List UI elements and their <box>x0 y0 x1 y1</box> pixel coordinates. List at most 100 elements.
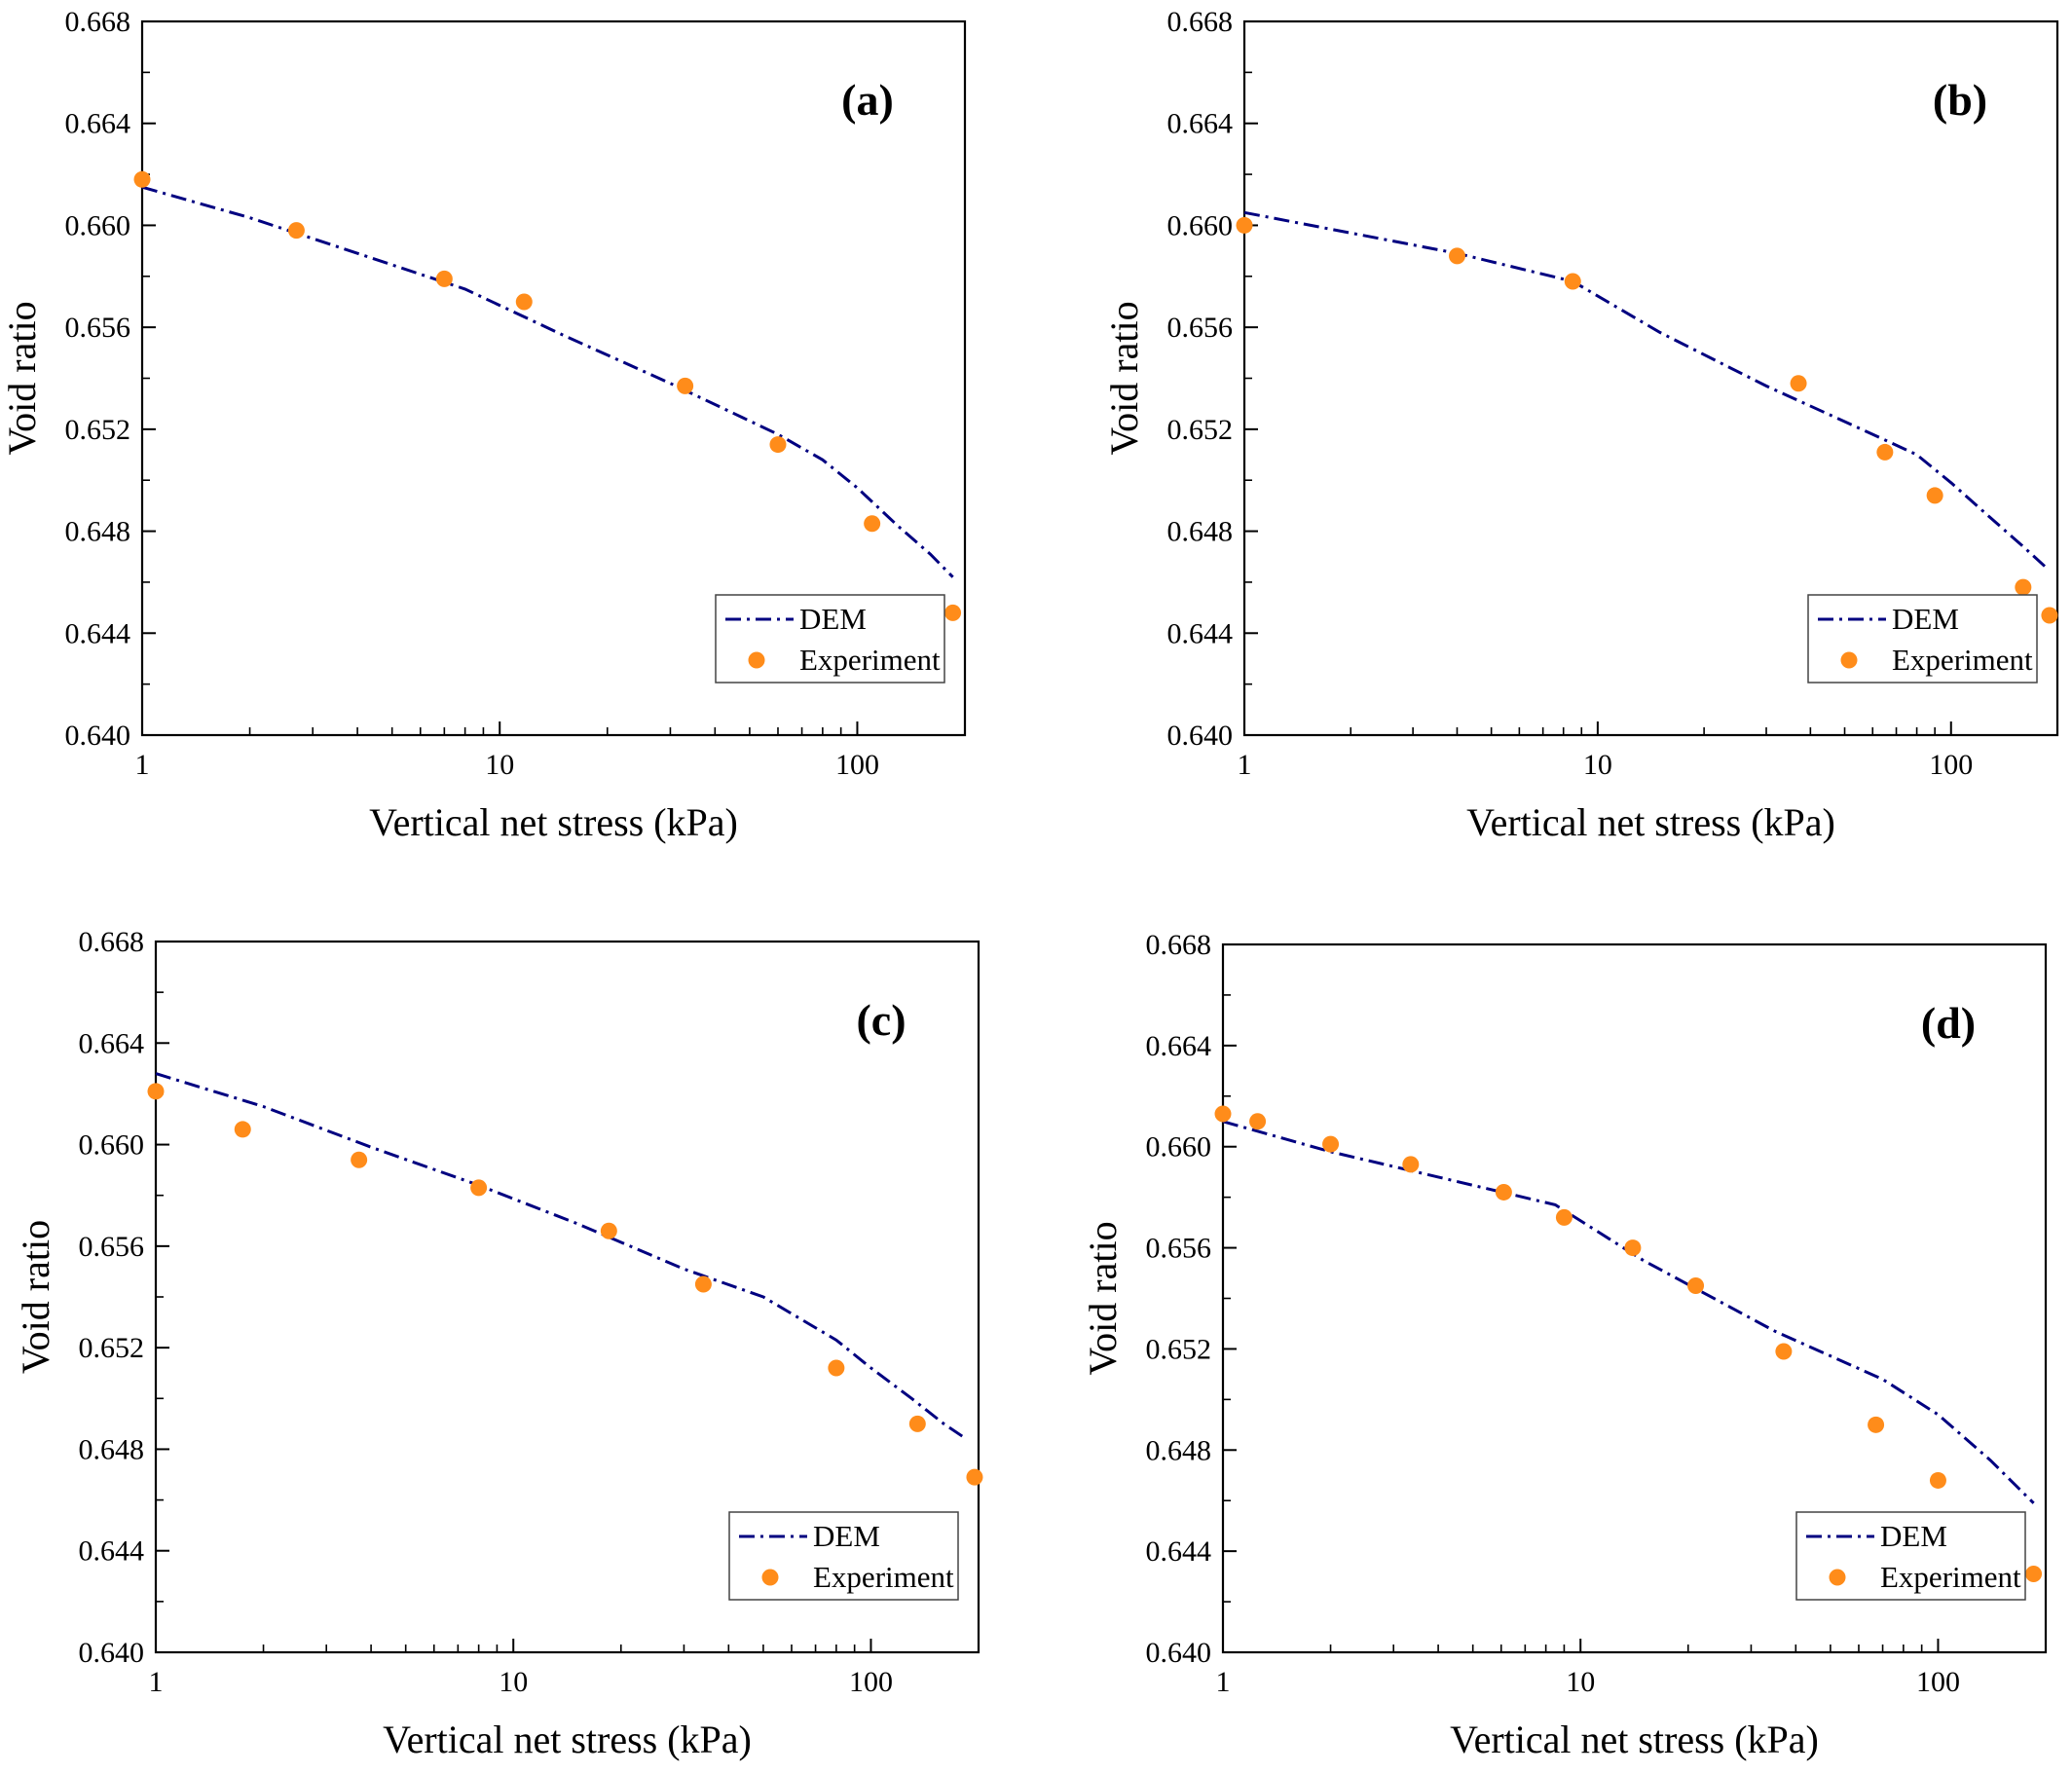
legend: DEM Experiment <box>728 1511 959 1601</box>
y-tick-label: 0.668 <box>1167 6 1234 38</box>
experiment-point <box>908 1415 926 1432</box>
panel-label: (b) <box>1933 75 1987 125</box>
experiment-point <box>1929 1471 1946 1489</box>
experiment-point <box>435 270 453 287</box>
experiment-point <box>470 1179 488 1197</box>
legend: DEM Experiment <box>715 594 945 684</box>
chart-panel-c: 1 10 100 0.640 0.644 0.648 0.652 0.656 0.660 0.66… <box>14 926 983 1761</box>
y-tick-label: 0.660 <box>1146 1131 1212 1164</box>
y-axis-title: Void ratio <box>14 1220 57 1374</box>
legend-experiment-swatch <box>1840 651 1858 669</box>
chart-panel-d: 1 10 100 0.640 0.644 0.648 0.652 0.656 0.660 0.66… <box>1081 929 2048 1761</box>
experiment-point <box>147 1083 165 1100</box>
y-tick-label: 0.648 <box>1167 516 1234 548</box>
y-tick-label: 0.640 <box>79 1637 145 1669</box>
experiment-point <box>944 604 962 621</box>
y-tick-label: 0.644 <box>79 1535 145 1568</box>
experiment-point <box>864 515 881 533</box>
y-tick-label: 0.660 <box>1167 209 1234 241</box>
experiment-point <box>1775 1343 1793 1360</box>
experiment-point <box>828 1359 845 1377</box>
x-tick-label: 1 <box>1238 749 1252 781</box>
experiment-point <box>351 1151 368 1168</box>
x-tick-label: 100 <box>835 749 879 781</box>
legend-dem-label: DEM <box>1892 602 1959 636</box>
y-tick-label: 0.652 <box>79 1332 145 1364</box>
y-tick-label: 0.668 <box>1146 929 1212 961</box>
experiment-point <box>1790 375 1807 392</box>
y-tick-label: 0.664 <box>1146 1030 1212 1062</box>
legend: DEM Experiment <box>1795 1511 2026 1601</box>
experiment-point <box>1448 247 1465 265</box>
experiment-point <box>1926 487 1943 504</box>
x-tick-label: 100 <box>1929 749 1973 781</box>
panel-label: (d) <box>1921 998 1976 1048</box>
experiment-point <box>677 377 694 394</box>
x-axis-title: Vertical net stress (kPa) <box>1450 1718 1819 1761</box>
y-tick-label: 0.664 <box>1167 108 1234 140</box>
y-axis-title: Void ratio <box>0 301 44 455</box>
legend-dem-label: DEM <box>813 1519 880 1553</box>
y-tick-label: 0.648 <box>79 1433 145 1465</box>
experiment-point <box>1876 443 1894 461</box>
x-tick-label: 100 <box>849 1666 893 1698</box>
experiment-point <box>1495 1183 1512 1201</box>
legend-experiment-label: Experiment <box>813 1560 954 1594</box>
y-tick-label: 0.660 <box>79 1129 145 1162</box>
y-tick-label: 0.640 <box>1167 720 1234 752</box>
y-tick-label: 0.648 <box>1146 1434 1212 1466</box>
experiment-point <box>234 1121 251 1138</box>
x-axis-title: Vertical net stress (kPa) <box>369 800 738 844</box>
y-tick-label: 0.640 <box>1146 1637 1212 1669</box>
experiment-point <box>515 293 533 311</box>
experiment-point <box>769 436 787 454</box>
x-axis-title: Vertical net stress (kPa) <box>383 1718 752 1761</box>
experiment-point <box>2025 1566 2043 1583</box>
legend-experiment-label: Experiment <box>799 643 941 677</box>
experiment-point <box>2041 607 2058 624</box>
x-tick-label: 1 <box>1216 1666 1231 1698</box>
y-tick-label: 0.640 <box>65 720 131 752</box>
y-tick-label: 0.656 <box>65 312 131 344</box>
experiment-point <box>600 1222 617 1239</box>
dem-series-line <box>1243 210 2047 569</box>
y-axis-title: Void ratio <box>1081 1221 1125 1375</box>
y-axis-title: Void ratio <box>1102 301 1146 455</box>
experiment-point <box>1236 216 1253 234</box>
legend-dem-label: DEM <box>1880 1519 1947 1553</box>
experiment-point <box>1214 1105 1232 1123</box>
chart-panel-b: 1 10 100 0.640 0.644 0.648 0.652 0.656 0.660 0.66… <box>1102 6 2059 844</box>
experiment-point <box>1322 1135 1340 1153</box>
y-tick-label: 0.652 <box>1167 414 1234 446</box>
y-tick-label: 0.648 <box>65 516 131 548</box>
panel-label: (c) <box>856 995 906 1045</box>
y-tick-label: 0.644 <box>65 617 131 649</box>
y-tick-label: 0.656 <box>1167 312 1234 344</box>
dem-series-line <box>155 1072 968 1441</box>
x-axis-title: Vertical net stress (kPa) <box>1466 800 1835 844</box>
x-tick-label: 1 <box>135 749 150 781</box>
legend-experiment-swatch <box>748 651 765 669</box>
dem-series-line <box>141 185 954 578</box>
y-tick-label: 0.644 <box>1167 617 1234 649</box>
y-tick-label: 0.664 <box>79 1027 145 1059</box>
experiment-point <box>1868 1416 1885 1433</box>
experiment-point <box>1249 1113 1267 1130</box>
y-tick-label: 0.652 <box>65 414 131 446</box>
x-tick-label: 100 <box>1916 1666 1960 1698</box>
experiment-point <box>1564 273 1581 290</box>
legend-experiment-label: Experiment <box>1892 643 2033 677</box>
x-tick-label: 10 <box>485 749 514 781</box>
dem-series-line <box>1222 1120 2035 1504</box>
y-tick-label: 0.660 <box>65 209 131 241</box>
y-tick-label: 0.668 <box>79 926 145 958</box>
legend-experiment-swatch <box>761 1569 779 1586</box>
legend-dem-label: DEM <box>799 602 867 636</box>
y-tick-label: 0.652 <box>1146 1333 1212 1365</box>
chart-panel-a: 1 10 100 0.640 0.644 0.648 0.652 0.656 0.660 0.66… <box>0 6 967 844</box>
legend: DEM Experiment <box>1807 594 2038 684</box>
experiment-point <box>133 170 151 188</box>
experiment-point <box>694 1275 712 1293</box>
y-tick-label: 0.644 <box>1146 1535 1212 1568</box>
